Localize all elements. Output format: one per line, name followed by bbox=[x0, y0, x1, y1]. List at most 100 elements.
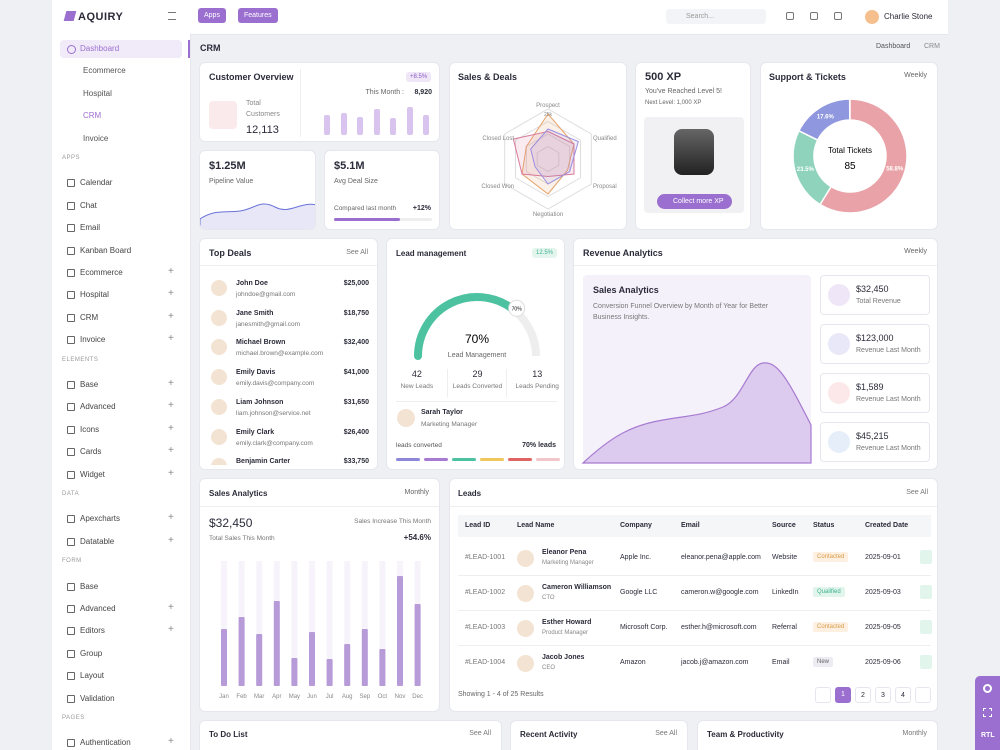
avatar bbox=[211, 309, 227, 326]
see-all-link[interactable]: See All bbox=[469, 730, 491, 737]
menu-item[interactable]: Authentication bbox=[80, 738, 131, 748]
item-icon bbox=[67, 201, 75, 210]
chart-svg bbox=[581, 362, 812, 464]
trophy-image bbox=[674, 129, 714, 175]
menu-item[interactable]: Icons bbox=[80, 424, 100, 434]
menu-item[interactable]: Editors bbox=[80, 626, 105, 636]
stat-label: New Leads bbox=[400, 383, 434, 390]
status-badge: Contacted bbox=[813, 622, 849, 632]
submenu-item[interactable]: CRM bbox=[83, 111, 102, 121]
menu-item[interactable]: Chat bbox=[80, 200, 97, 210]
center-label: Total Tickets bbox=[828, 146, 872, 155]
menu-item[interactable]: Datatable bbox=[80, 536, 115, 546]
lead-role: Marketing Manager bbox=[542, 560, 594, 566]
status-badge: Qualified bbox=[813, 587, 845, 597]
radar-label: Prospect bbox=[536, 103, 560, 109]
segment-label: 23.5% bbox=[797, 167, 815, 173]
item-icon bbox=[67, 313, 75, 322]
menu-item[interactable]: Dashboard bbox=[80, 44, 120, 53]
menu-toggle[interactable] bbox=[168, 12, 176, 20]
deal-amount: $32,400 bbox=[343, 339, 369, 347]
item-icon bbox=[67, 448, 75, 457]
source: LinkedIn bbox=[772, 589, 799, 596]
avatar bbox=[211, 398, 227, 415]
menu-item[interactable]: Widget bbox=[80, 469, 105, 479]
menu-item[interactable]: Email bbox=[80, 223, 101, 233]
source: Website bbox=[772, 554, 798, 561]
page-button[interactable]: 2 bbox=[855, 687, 871, 703]
page-title: CRM bbox=[200, 43, 221, 53]
card-title: To Do List bbox=[209, 730, 248, 739]
period-select[interactable]: Monthly bbox=[902, 730, 927, 737]
submenu-item[interactable]: Ecommerce bbox=[83, 66, 126, 76]
radar-label: Proposal bbox=[593, 184, 617, 190]
menu-item[interactable]: Base bbox=[80, 581, 99, 591]
lead-name: Cameron Williamson bbox=[542, 584, 612, 591]
menu-item[interactable]: Advanced bbox=[80, 402, 116, 412]
gauge-marker-label: 70% bbox=[512, 306, 523, 312]
submenu-item[interactable]: Invoice bbox=[83, 133, 109, 143]
next-page bbox=[915, 687, 931, 703]
menu-item[interactable]: Layout bbox=[80, 671, 105, 681]
submenu-item[interactable]: Hospital bbox=[83, 88, 112, 98]
chart-svg: Prospect Qualified Proposal Negotiation Clos… bbox=[481, 103, 617, 218]
menu-item[interactable]: Calendar bbox=[80, 178, 113, 188]
rtl-toggle[interactable]: RTL bbox=[981, 732, 995, 739]
donut-segment bbox=[819, 98, 908, 214]
bar bbox=[326, 659, 333, 686]
expand-icon: + bbox=[168, 266, 174, 277]
page-button[interactable]: 1 bbox=[835, 687, 851, 703]
radar-grid bbox=[504, 108, 592, 210]
menu-item[interactable]: Cards bbox=[80, 447, 102, 457]
period-select[interactable]: Weekly bbox=[904, 248, 927, 255]
source: Referral bbox=[772, 624, 797, 631]
collect-button[interactable]: Collect more XP bbox=[657, 194, 732, 209]
deal-name: Jane Smith bbox=[236, 309, 274, 317]
features-button[interactable]: Features bbox=[238, 8, 278, 23]
menu-item[interactable]: CRM bbox=[80, 312, 99, 322]
x-tick-label: Jul bbox=[326, 694, 334, 700]
period-select[interactable]: Weekly bbox=[904, 72, 927, 79]
sales-analytics-card: Sales Analytics Monthly $32,450 Total Sales… bbox=[199, 478, 440, 712]
see-all-link[interactable]: See All bbox=[906, 489, 928, 496]
clip bbox=[200, 465, 377, 469]
see-all-link[interactable]: See All bbox=[346, 249, 368, 256]
stat-label: Sales Increase This Month bbox=[354, 518, 431, 525]
period-select[interactable]: Monthly bbox=[404, 489, 429, 496]
email: cameron.w@google.com bbox=[681, 589, 759, 596]
menu-item[interactable]: Ecommerce bbox=[80, 268, 123, 277]
menu-item[interactable]: Base bbox=[80, 380, 99, 389]
company: Amazon bbox=[620, 659, 646, 666]
center-value: 85 bbox=[844, 161, 856, 172]
menu-section: PAGES bbox=[62, 715, 85, 721]
page-button[interactable]: 3 bbox=[875, 687, 891, 703]
lead-name: Eleanor Pena bbox=[542, 549, 587, 556]
segment-label: 17.6% bbox=[817, 115, 835, 121]
gauge-marker-bg bbox=[508, 299, 526, 317]
apps-button[interactable]: Apps bbox=[198, 8, 226, 23]
bar bbox=[221, 629, 227, 686]
card-title: Recent Activity bbox=[520, 730, 578, 739]
progress-fill bbox=[334, 218, 400, 221]
menu-item[interactable]: Invoice bbox=[80, 335, 106, 345]
user-avatar bbox=[865, 10, 879, 24]
lead-id: #LEAD-1002 bbox=[465, 589, 506, 596]
view-button bbox=[920, 550, 932, 564]
page-button[interactable]: 4 bbox=[895, 687, 911, 703]
menu-item[interactable]: Kanban Board bbox=[80, 245, 132, 255]
stat-label: Revenue Last Month bbox=[856, 396, 921, 403]
menu-item[interactable]: Validation bbox=[80, 693, 115, 703]
search-box[interactable]: Search... bbox=[666, 9, 766, 24]
stat-label: Total Customers bbox=[246, 100, 280, 118]
user-name[interactable]: Charlie Stone bbox=[884, 12, 933, 21]
bar bbox=[361, 629, 368, 686]
gauge-label: Lead Management bbox=[448, 352, 506, 359]
page-marker bbox=[188, 40, 190, 58]
menu-item[interactable]: Advanced bbox=[80, 604, 116, 613]
expand-icon: + bbox=[168, 445, 174, 457]
see-all-link[interactable]: See All bbox=[655, 730, 677, 737]
menu-item[interactable]: Hospital bbox=[80, 290, 109, 300]
menu-item[interactable]: Apexcharts bbox=[80, 514, 121, 524]
menu-item[interactable]: Group bbox=[80, 648, 103, 658]
deal-email: emily.davis@company.com bbox=[236, 380, 315, 388]
